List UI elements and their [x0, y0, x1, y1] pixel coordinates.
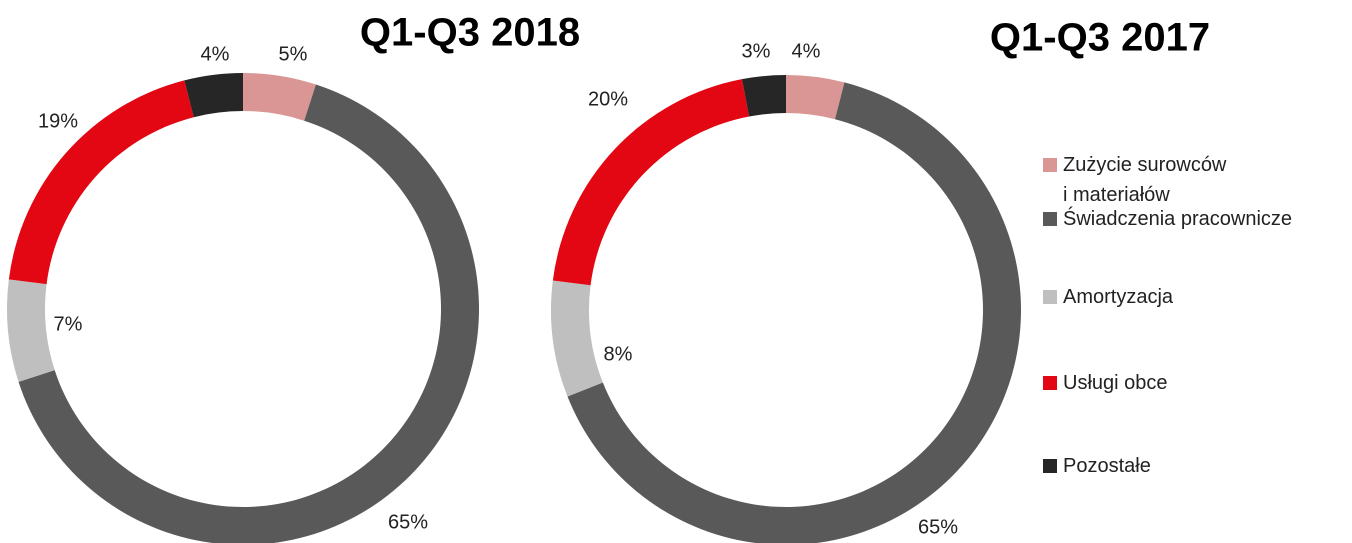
legend-item: Pozostałe [1043, 451, 1343, 481]
legend-item: Zużycie surowców i materiałów [1043, 150, 1233, 210]
chart-title: Q1-Q3 2017 [990, 16, 1210, 60]
legend-label: Zużycie surowców i materiałów [1063, 154, 1227, 206]
data-label: 8% [604, 343, 633, 365]
donut-slice [184, 73, 243, 118]
donut-slice [6, 279, 55, 382]
data-label: 4% [792, 40, 821, 62]
donut-slice [552, 79, 750, 286]
data-label: 4% [201, 43, 230, 65]
data-label: 65% [388, 511, 428, 533]
legend-label: Świadczenia pracownicze [1063, 208, 1293, 230]
legend-swatch [1043, 459, 1057, 473]
donut-slice [551, 280, 603, 397]
data-label: 65% [918, 516, 958, 538]
data-label: 5% [279, 43, 308, 65]
legend-item: Usługi obce [1043, 368, 1343, 398]
legend-item: Świadczenia pracownicze [1043, 204, 1343, 234]
donut-slice [786, 75, 845, 120]
data-label: 20% [588, 88, 628, 110]
legend-swatch [1043, 158, 1057, 172]
donut-slice [741, 75, 786, 117]
chart-title: Q1-Q3 2018 [360, 11, 580, 55]
legend-swatch [1043, 376, 1057, 390]
data-label: 7% [54, 313, 83, 335]
legend-swatch [1043, 212, 1057, 226]
donut-slice [8, 80, 194, 285]
legend-label: Pozostałe [1063, 455, 1151, 477]
donut-slice [243, 73, 316, 121]
legend-swatch [1043, 290, 1057, 304]
legend-item: Amortyzacja [1043, 282, 1343, 312]
data-label: 19% [38, 110, 78, 132]
legend-label: Amortyzacja [1063, 286, 1174, 308]
legend-label: Usługi obce [1063, 372, 1168, 394]
data-label: 3% [742, 40, 771, 62]
